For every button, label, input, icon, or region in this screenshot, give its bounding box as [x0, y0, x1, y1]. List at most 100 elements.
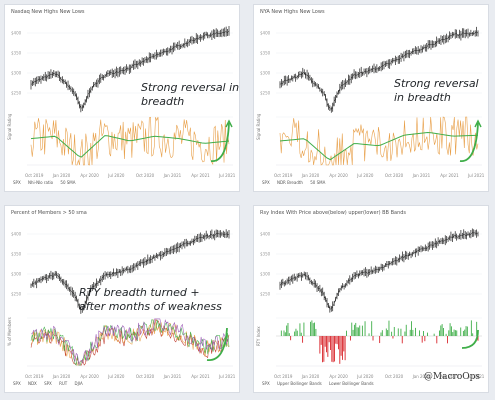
x-tick-label: Apr 2021: [440, 374, 459, 379]
legend: SPX Upper Bollinger Bands Lower Bollinge…: [262, 381, 380, 386]
y-tick-label: $350: [260, 51, 271, 56]
x-tick-label: Oct 2020: [136, 173, 155, 178]
legend-item: Upper Bollinger Bands: [276, 381, 322, 386]
x-tick-label: Jul 2020: [356, 173, 374, 178]
x-tick-label: Apr 2020: [80, 173, 99, 178]
x-tick-label: Jul 2020: [356, 374, 374, 379]
breadth-oscillator: [279, 116, 479, 166]
x-tick-label: Jan 2021: [163, 374, 182, 379]
annotation-line-1: Strong reversal: [394, 77, 479, 90]
x-tick-label: Oct 2019: [274, 374, 293, 379]
lower-axis-label: Signal Rating: [256, 113, 261, 140]
legend-item: SPX: [13, 180, 21, 185]
chart-svg: $400 $350 $300 $250 Oct 2019 Jan 2020 Apr 2020…: [260, 26, 485, 178]
x-tick-label: Oct 2020: [385, 374, 404, 379]
reversal-arrow: [461, 329, 479, 349]
legend: SPX NDX SPX RUT DJIA: [13, 381, 89, 386]
annotation-line-2: in breadth: [394, 91, 451, 104]
sma-line: [30, 135, 230, 158]
legend-item: 50 SMA: [310, 180, 326, 185]
legend-item: RUT: [59, 381, 68, 386]
reversal-arrowhead: [474, 119, 482, 128]
x-tick-label: Jan 2020: [301, 374, 320, 379]
legend-item: Lower Bollinger Bands: [328, 381, 374, 386]
legend: SPX NDR Breadth 50 SMA: [262, 180, 331, 185]
x-tick-label: Jul 2020: [107, 173, 125, 178]
member-series-line: [30, 319, 230, 366]
lower-axis-label: % of Members: [7, 317, 12, 346]
member-series-line: [30, 319, 230, 366]
x-tick-label: Oct 2020: [136, 374, 155, 379]
y-tick-label: $250: [11, 91, 22, 96]
sma-line: [279, 131, 479, 161]
x-tick-label: Apr 2021: [440, 173, 459, 178]
panel-title: Percent of Members > 50 sma: [11, 210, 87, 216]
legend-item: NDX: [27, 381, 37, 386]
legend-item: DJIA: [74, 381, 83, 386]
x-tick-label: Apr 2020: [80, 374, 99, 379]
x-tick-label: Jan 2021: [412, 173, 431, 178]
x-tick-label: Jan 2020: [52, 374, 71, 379]
reversal-arrow: [459, 122, 479, 162]
x-tick-label: Oct 2019: [25, 173, 44, 178]
annotation-line-1: Strong reversal in: [141, 81, 240, 94]
panel-title: Rsy Index With Price above(below) upper(…: [260, 210, 407, 216]
y-tick-label: $250: [260, 91, 271, 96]
x-tick-label: Jul 2020: [107, 374, 125, 379]
y-tick-label: $350: [11, 51, 22, 56]
reversal-arrowhead: [225, 119, 233, 128]
chart-panel-percent-members: Percent of Members > 50 sma $400 $350 $300…: [4, 205, 240, 393]
reversal-arrow: [206, 327, 228, 361]
watermark: @MacroOps: [423, 372, 480, 382]
y-tick-label: $250: [11, 292, 22, 297]
y-tick-label: $350: [11, 252, 22, 257]
y-tick-label: $250: [260, 292, 271, 297]
x-tick-label: Apr 2020: [329, 374, 348, 379]
chart-panel-nasdaq: Nasdaq New Highs New Lows $400 $350 $300 $2…: [4, 4, 240, 192]
y-tick-label: $300: [260, 272, 271, 277]
legend: SPX Nhi-Nlo ratio 50 SMA: [13, 180, 82, 185]
annotation-line-1: RTY breadth turned +: [79, 286, 200, 299]
legend-item: Nhi-Nlo ratio: [27, 180, 54, 185]
x-tick-label: Jul 2021: [218, 173, 236, 178]
y-tick-label: $300: [11, 71, 22, 76]
legend-item: SPX: [262, 381, 270, 386]
x-tick-label: Jan 2020: [52, 173, 71, 178]
chart-svg: $400 $350 $300 $250 Oct 2019 Jan 2020 Apr 2020…: [11, 25, 236, 178]
y-tick-label: $400: [260, 31, 271, 36]
member-series-line: [30, 318, 230, 366]
x-tick-label: Jul 2021: [218, 374, 236, 379]
y-tick-label: $400: [11, 31, 22, 36]
legend-item: SPX: [262, 180, 270, 185]
x-tick-label: Apr 2020: [329, 173, 348, 178]
lower-axis-label: Signal Rating: [7, 113, 12, 140]
x-tick-label: Oct 2020: [385, 173, 404, 178]
x-tick-label: Jul 2021: [467, 374, 485, 379]
x-tick-label: Jan 2021: [412, 374, 431, 379]
annotation-line-2: breadth: [141, 95, 185, 108]
y-tick-label: $400: [11, 232, 22, 237]
panel-title: NYA New Highs New Lows: [260, 9, 325, 15]
price-line: [279, 232, 479, 310]
price-line: [279, 31, 479, 111]
legend-item: NDR Breadth: [276, 180, 303, 185]
x-tick-label: Jan 2020: [301, 173, 320, 178]
x-tick-label: Jul 2021: [467, 173, 485, 178]
y-tick-label: $350: [260, 252, 271, 257]
legend-item: 50 SMA: [60, 180, 76, 185]
chart-panel-nya: NYA New Highs New Lows $400 $350 $300 $250 O…: [253, 4, 489, 192]
y-tick-label: $400: [260, 232, 271, 237]
price-line: [30, 30, 230, 109]
panel-title: Nasdaq New Highs New Lows: [11, 9, 85, 15]
reversal-arrow: [210, 122, 230, 162]
x-tick-label: Jan 2021: [163, 173, 182, 178]
annotation-line-2: after months of weakness: [79, 300, 222, 313]
x-tick-label: Oct 2019: [25, 374, 44, 379]
x-tick-label: Oct 2019: [274, 173, 293, 178]
member-series-line: [30, 319, 230, 366]
x-tick-label: Apr 2021: [191, 173, 210, 178]
chart-panel-bb-bands: Rsy Index With Price above(below) upper(…: [253, 205, 489, 393]
chart-svg: $400 $350 $300 $250 Oct 2019 Jan 2020 Apr 2020…: [11, 229, 236, 379]
breadth-oscillator: [30, 116, 230, 166]
chart-svg: $400 $350 $300 $250 Oct 2019 Jan 2020 Apr 2020…: [260, 228, 485, 379]
